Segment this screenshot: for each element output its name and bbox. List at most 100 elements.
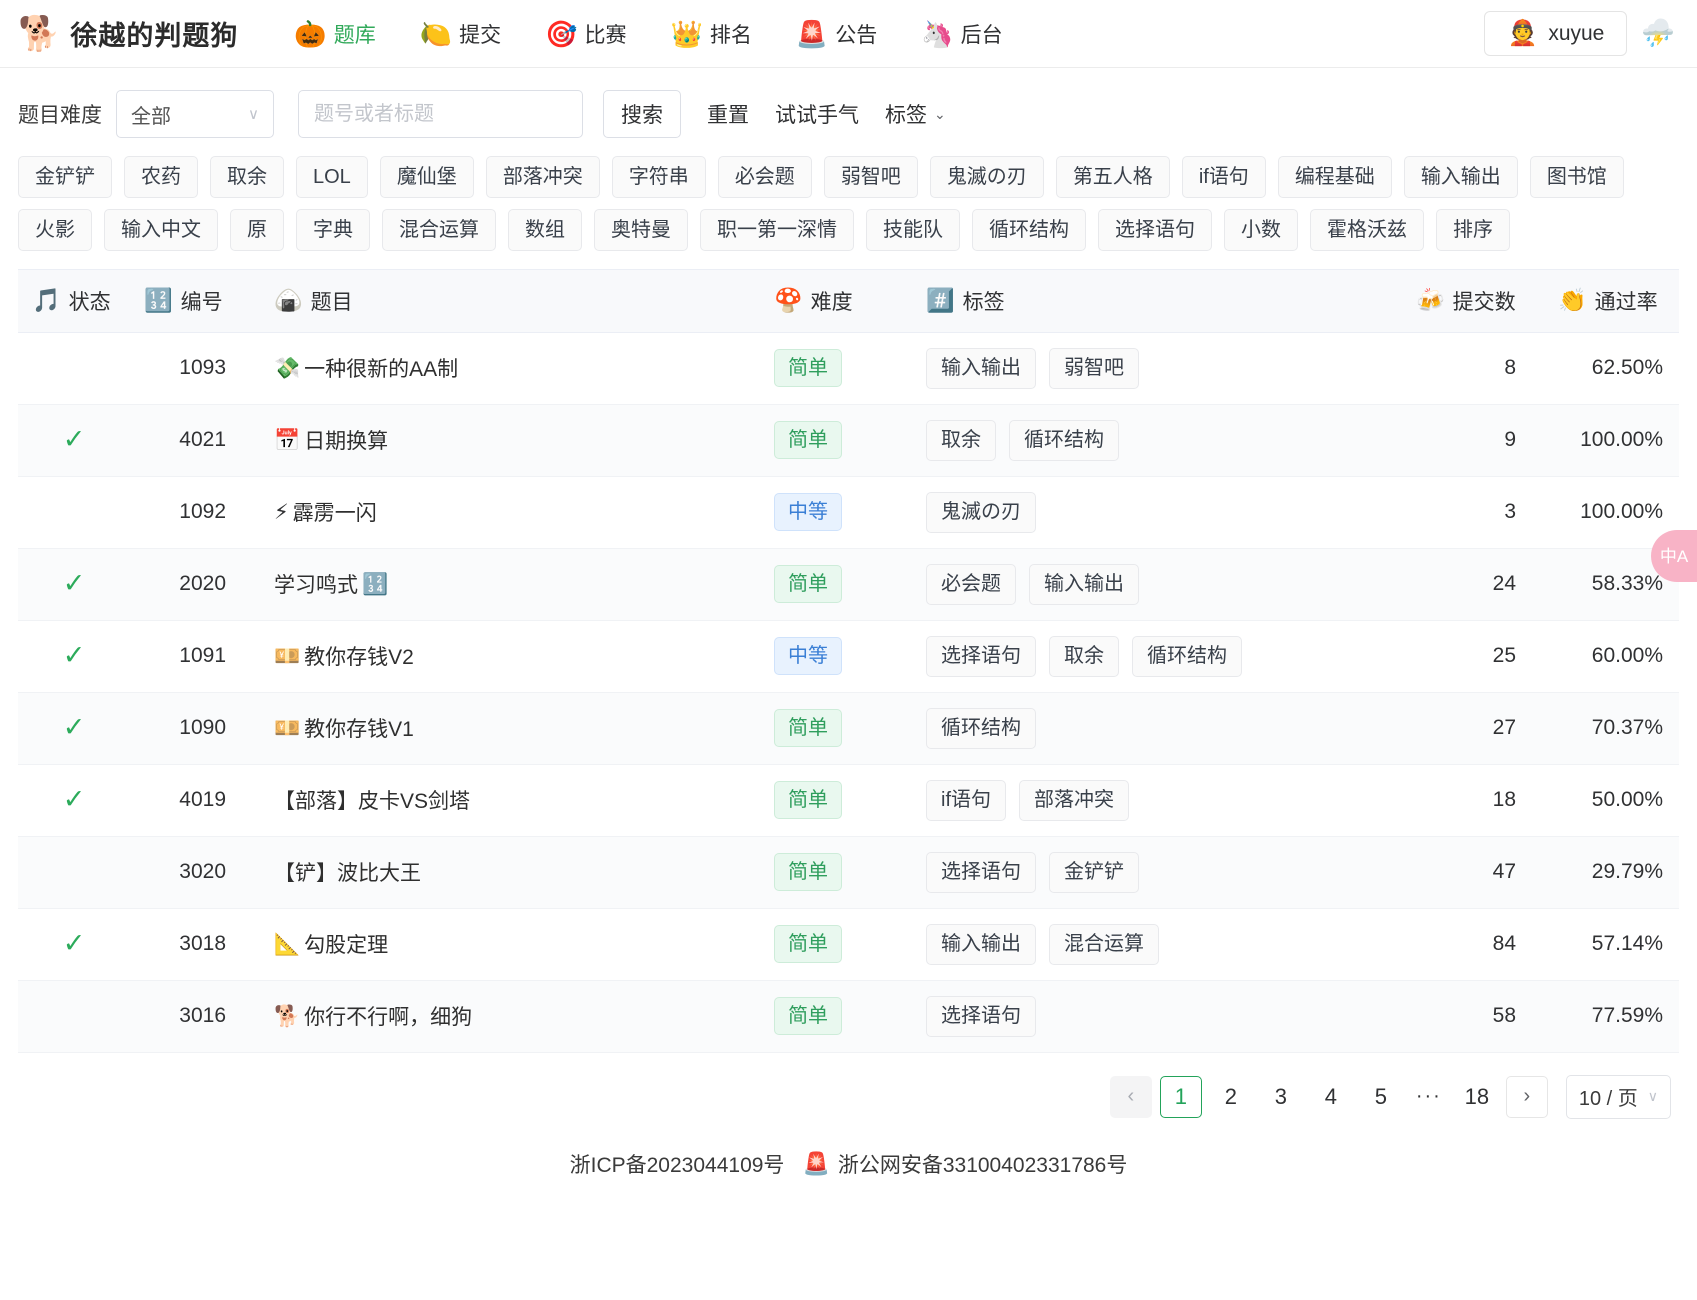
tag-chip[interactable]: if语句 (1181, 156, 1266, 198)
search-input[interactable] (298, 90, 583, 138)
column-header-submissions[interactable]: 🍻 提交数 (1402, 270, 1544, 333)
tag-chip[interactable]: 弱智吧 (823, 156, 918, 198)
pagination-page-1[interactable]: 1 (1159, 1075, 1202, 1118)
column-header-difficulty[interactable]: 🍄 难度 (760, 270, 912, 333)
icp-license[interactable]: 浙ICP备2023044109号 (569, 1153, 785, 1177)
row-tag[interactable]: 鬼滅の刃 (926, 491, 1036, 533)
row-tag[interactable]: 必会题 (926, 563, 1016, 605)
tag-chip[interactable]: LOL (296, 156, 368, 198)
row-tag[interactable]: 选择语句 (926, 851, 1036, 893)
tag-chip[interactable]: 输入输出 (1403, 156, 1518, 198)
tag-chip[interactable]: 混合运算 (382, 209, 496, 251)
tag-chip[interactable]: 排序 (1436, 209, 1510, 251)
row-tag[interactable]: 部落冲突 (1019, 779, 1129, 821)
row-tag[interactable]: 输入输出 (1029, 563, 1139, 605)
pagination-next-button[interactable]: › (1505, 1075, 1548, 1118)
nav-item-problems[interactable]: 🎃 题库 (272, 12, 397, 56)
row-tag[interactable]: 选择语句 (926, 635, 1036, 677)
tag-chip[interactable]: 字符串 (611, 156, 706, 198)
difficulty-select[interactable]: 全部 ∨ (116, 90, 274, 138)
row-tag[interactable]: if语句 (926, 779, 1006, 821)
tag-chip[interactable]: 技能队 (866, 209, 960, 251)
column-header-tags[interactable]: #️⃣ 标签 (912, 270, 1402, 333)
problem-title-link[interactable]: 一种很新的AA制 (304, 358, 459, 381)
tag-chip[interactable]: 农药 (124, 156, 198, 198)
tag-chip[interactable]: 奥特曼 (594, 209, 688, 251)
problem-title-link[interactable]: 教你存钱V2 (304, 646, 414, 669)
table-row[interactable]: ✓ 4021 📅 日期换算 简单 取余 循环结构 9 100.00% (18, 404, 1679, 477)
row-tag[interactable]: 循环结构 (926, 707, 1036, 749)
problem-title-link[interactable]: 日期换算 (304, 430, 389, 453)
problem-title-link[interactable]: 教你存钱V1 (304, 718, 414, 741)
column-header-title[interactable]: 🍙 题目 (260, 270, 760, 333)
tag-chip[interactable]: 取余 (210, 156, 284, 198)
tag-chip[interactable]: 选择语句 (1098, 209, 1212, 251)
pagination-ellipsis[interactable]: ··· (1415, 1085, 1442, 1107)
column-header-rate[interactable]: 👏 通过率 (1544, 270, 1679, 333)
user-menu[interactable]: 👲 xuyue (1484, 11, 1628, 56)
tag-chip[interactable]: 数组 (508, 209, 582, 251)
table-row[interactable]: ✓ 3018 📐 勾股定理 简单 输入输出 混合运算 84 57.14% (18, 908, 1679, 981)
tag-chip[interactable]: 霍格沃兹 (1310, 209, 1424, 251)
column-header-status[interactable]: 🎵 状态 (18, 270, 130, 333)
nav-item-announcements[interactable]: 🚨 公告 (774, 12, 899, 56)
lucky-button[interactable]: 试试手气 (775, 90, 859, 138)
translate-widget-icon[interactable]: 中A (1651, 530, 1697, 582)
tag-chip[interactable]: 图书馆 (1529, 156, 1624, 198)
row-tag[interactable]: 输入输出 (926, 347, 1036, 389)
problem-title-link[interactable]: 你行不行啊，细狗 (304, 1006, 473, 1029)
row-tag[interactable]: 循环结构 (1009, 419, 1119, 461)
table-row[interactable]: 3020 【铲】波比大王 简单 选择语句 金铲铲 47 29.79% (18, 836, 1679, 909)
reset-button[interactable]: 重置 (707, 90, 749, 138)
pagination-page-last[interactable]: 18 (1456, 1076, 1498, 1118)
tag-chip[interactable]: 小数 (1224, 209, 1298, 251)
table-row[interactable]: ✓ 4019 【部落】皮卡VS剑塔 简单 if语句 部落冲突 18 50.00% (18, 764, 1679, 837)
pagination-page-5[interactable]: 5 (1360, 1076, 1402, 1118)
tag-chip[interactable]: 必会题 (717, 156, 812, 198)
tag-chip[interactable]: 字典 (296, 209, 370, 251)
row-tag[interactable]: 弱智吧 (1049, 347, 1139, 389)
pagination-page-2[interactable]: 2 (1210, 1076, 1252, 1118)
row-tag[interactable]: 金铲铲 (1049, 851, 1139, 893)
tag-filter-button[interactable]: 标签 ⌄ (885, 90, 946, 138)
tag-chip[interactable]: 输入中文 (104, 209, 218, 251)
tag-chip[interactable]: 第五人格 (1055, 156, 1170, 198)
table-row[interactable]: ✓ 2020 学习鸣式 🔢 简单 必会题 输入输出 24 58.33% (18, 548, 1679, 621)
tag-chip[interactable]: 鬼滅の刃 (929, 156, 1044, 198)
tag-chip[interactable]: 金铲铲 (18, 156, 112, 198)
tag-chip[interactable]: 原 (230, 209, 284, 251)
table-row[interactable]: ✓ 1091 💴 教你存钱V2 中等 选择语句 取余 循环结构 25 60.00% (18, 620, 1679, 693)
row-tag[interactable]: 取余 (926, 419, 996, 461)
problem-title-link[interactable]: 【部落】皮卡VS剑塔 (274, 790, 471, 813)
problem-title-link[interactable]: 【铲】波比大王 (274, 862, 421, 885)
police-license[interactable]: 🚨 浙公网安备33100402331786号 (802, 1149, 1127, 1179)
tag-chip[interactable]: 编程基础 (1277, 156, 1392, 198)
table-row[interactable]: 1093 💸 一种很新的AA制 简单 输入输出 弱智吧 8 62.50% (18, 332, 1679, 405)
brand-logo[interactable]: 🐕 徐越的判题狗 (18, 14, 238, 53)
tag-chip[interactable]: 部落冲突 (485, 156, 600, 198)
storm-weather-icon[interactable]: ⛈️ (1641, 18, 1675, 48)
problem-title-link[interactable]: 勾股定理 (304, 934, 389, 957)
row-tag[interactable]: 选择语句 (926, 995, 1036, 1037)
column-header-id[interactable]: 🔢 编号 (130, 270, 260, 333)
table-row[interactable]: 1092 ⚡ 霹雳一闪 中等 鬼滅の刃 3 100.00% (18, 476, 1679, 549)
nav-item-submissions[interactable]: 🍋 提交 (398, 12, 523, 56)
pagination-page-3[interactable]: 3 (1260, 1076, 1302, 1118)
tag-chip[interactable]: 魔仙堡 (379, 156, 474, 198)
nav-item-contests[interactable]: 🎯 比赛 (523, 12, 648, 56)
problem-title-link[interactable]: 学习鸣式 (274, 574, 358, 597)
tag-chip[interactable]: 火影 (18, 209, 92, 251)
row-tag[interactable]: 取余 (1049, 635, 1119, 677)
row-tag[interactable]: 输入输出 (926, 923, 1036, 965)
tag-chip[interactable]: 循环结构 (972, 209, 1086, 251)
problem-title-link[interactable]: 霹雳一闪 (292, 502, 377, 525)
table-row[interactable]: 3016 🐕 你行不行啊，细狗 简单 选择语句 58 77.59% (18, 980, 1679, 1053)
table-row[interactable]: ✓ 1090 💴 教你存钱V1 简单 循环结构 27 70.37% (18, 692, 1679, 765)
pagination-prev-button[interactable]: ‹ (1109, 1075, 1152, 1118)
row-tag[interactable]: 循环结构 (1132, 635, 1242, 677)
nav-item-admin[interactable]: 🦄 后台 (899, 12, 1024, 56)
nav-item-ranking[interactable]: 👑 排名 (648, 12, 773, 56)
row-tag[interactable]: 混合运算 (1049, 923, 1159, 965)
tag-chip[interactable]: 职一第一深情 (700, 209, 854, 251)
search-button[interactable]: 搜索 (603, 90, 681, 138)
